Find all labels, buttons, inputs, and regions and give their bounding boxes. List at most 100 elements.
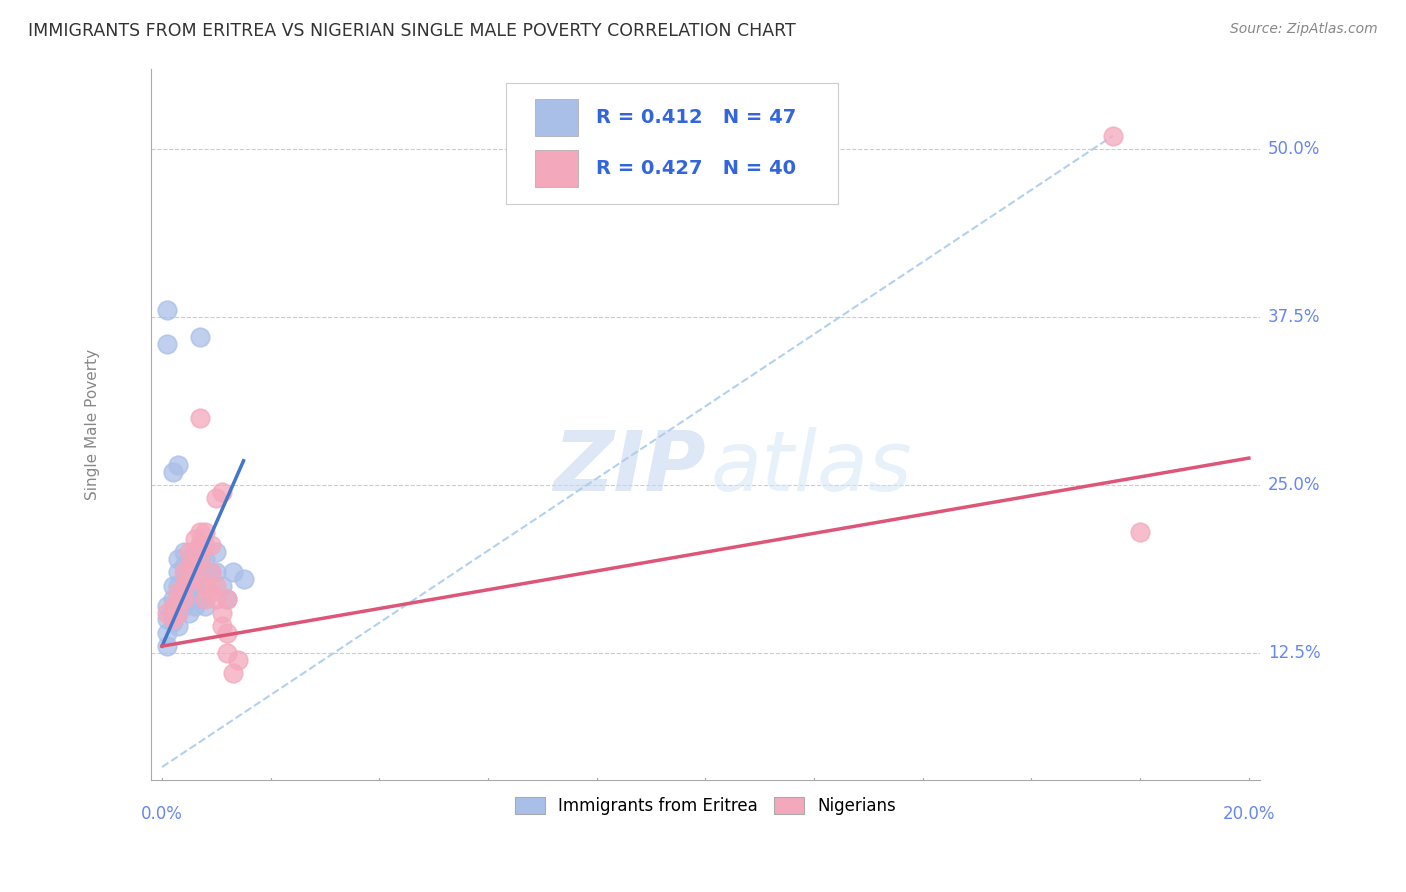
Point: [217, 646, 239, 660]
Point: [156, 612, 179, 626]
Point: [183, 532, 205, 546]
Point: [179, 606, 201, 620]
FancyBboxPatch shape: [534, 151, 578, 187]
Point: [179, 592, 201, 607]
Point: [162, 592, 184, 607]
Point: [173, 579, 195, 593]
Point: [188, 551, 211, 566]
Point: [194, 579, 217, 593]
Text: 12.5%: 12.5%: [1268, 644, 1320, 662]
Point: [188, 524, 211, 539]
Point: [217, 625, 239, 640]
Text: Single Male Poverty: Single Male Poverty: [86, 349, 100, 500]
Point: [179, 558, 201, 573]
Point: [188, 566, 211, 580]
Point: [194, 524, 217, 539]
Point: [173, 585, 195, 599]
Point: [188, 538, 211, 552]
Point: [194, 538, 217, 552]
Point: [179, 572, 201, 586]
Point: [179, 551, 201, 566]
Point: [205, 579, 228, 593]
Point: [217, 592, 239, 607]
Point: [167, 566, 190, 580]
Point: [156, 606, 179, 620]
Point: [205, 566, 228, 580]
Point: [173, 592, 195, 607]
Text: atlas: atlas: [711, 426, 912, 508]
Point: [167, 592, 190, 607]
Point: [188, 330, 211, 344]
Point: [179, 545, 201, 559]
Point: [167, 551, 190, 566]
Point: [194, 579, 217, 593]
Point: [173, 545, 195, 559]
Point: [162, 615, 184, 629]
Point: [205, 545, 228, 559]
Point: [221, 566, 243, 580]
Point: [167, 606, 190, 620]
Legend: Immigrants from Eritrea, Nigerians: Immigrants from Eritrea, Nigerians: [508, 790, 903, 822]
Point: [173, 558, 195, 573]
Point: [232, 572, 254, 586]
Point: [183, 572, 205, 586]
Point: [167, 585, 190, 599]
Point: [167, 592, 190, 607]
Point: [183, 599, 205, 613]
Point: [188, 410, 211, 425]
Point: [217, 592, 239, 607]
Point: [179, 579, 201, 593]
Point: [194, 551, 217, 566]
Text: 37.5%: 37.5%: [1268, 308, 1320, 326]
Point: [226, 652, 249, 666]
Point: [188, 538, 211, 552]
Point: [162, 465, 184, 479]
Point: [205, 491, 228, 506]
Point: [156, 599, 179, 613]
Text: 50.0%: 50.0%: [1268, 140, 1320, 158]
Point: [211, 619, 233, 633]
FancyBboxPatch shape: [506, 83, 838, 203]
Point: [194, 592, 217, 607]
Point: [173, 566, 195, 580]
Point: [211, 484, 233, 499]
Point: [167, 619, 190, 633]
Point: [183, 579, 205, 593]
Text: ZIP: ZIP: [553, 426, 706, 508]
Text: R = 0.412   N = 47: R = 0.412 N = 47: [596, 108, 796, 128]
Point: [194, 599, 217, 613]
FancyBboxPatch shape: [534, 99, 578, 136]
Point: [188, 551, 211, 566]
Point: [211, 606, 233, 620]
Point: [162, 612, 184, 626]
Point: [167, 579, 190, 593]
Point: [173, 599, 195, 613]
Text: IMMIGRANTS FROM ERITREA VS NIGERIAN SINGLE MALE POVERTY CORRELATION CHART: IMMIGRANTS FROM ERITREA VS NIGERIAN SING…: [28, 22, 796, 40]
Text: 25.0%: 25.0%: [1268, 476, 1320, 494]
Point: [156, 337, 179, 351]
Point: [167, 606, 190, 620]
Point: [221, 666, 243, 681]
Point: [1129, 524, 1152, 539]
Point: [156, 303, 179, 318]
Point: [183, 558, 205, 573]
Point: [179, 566, 201, 580]
Point: [200, 566, 222, 580]
Point: [162, 606, 184, 620]
Point: [1102, 128, 1125, 143]
Point: [183, 545, 205, 559]
Text: 20.0%: 20.0%: [1223, 805, 1275, 823]
Point: [173, 572, 195, 586]
Text: R = 0.427   N = 40: R = 0.427 N = 40: [596, 160, 796, 178]
Point: [156, 639, 179, 653]
Text: 0.0%: 0.0%: [141, 805, 183, 823]
Point: [183, 558, 205, 573]
Point: [200, 585, 222, 599]
Point: [188, 592, 211, 607]
Point: [167, 458, 190, 472]
Point: [162, 599, 184, 613]
Point: [183, 545, 205, 559]
Point: [156, 625, 179, 640]
Point: [200, 538, 222, 552]
Point: [211, 579, 233, 593]
